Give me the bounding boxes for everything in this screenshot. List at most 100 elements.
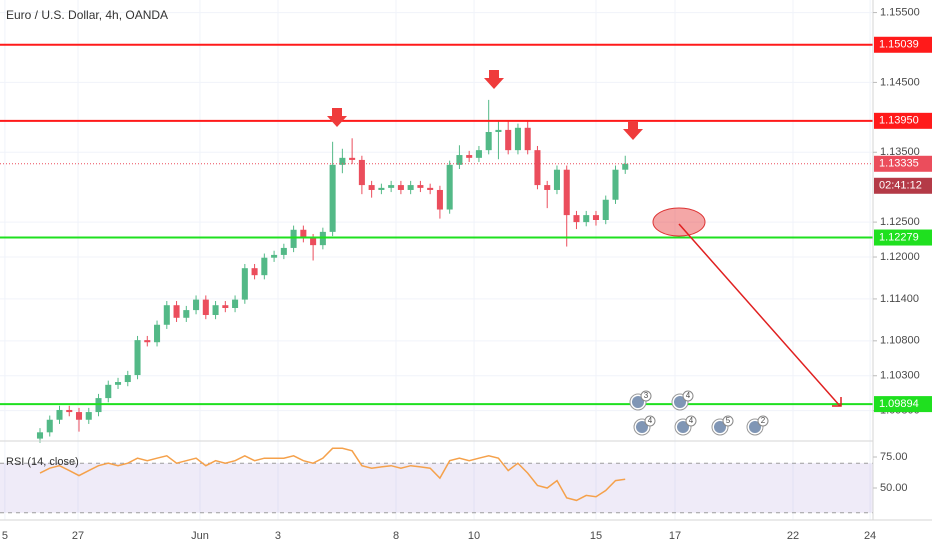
event-flag bbox=[636, 421, 648, 433]
event-badge bbox=[640, 390, 652, 402]
candle-body bbox=[36, 432, 44, 439]
candle-body bbox=[115, 382, 122, 385]
level-label-box bbox=[874, 229, 932, 246]
candle-body bbox=[524, 127, 531, 151]
candle-body bbox=[475, 150, 482, 158]
y-tick-label: 1.12000 bbox=[880, 251, 920, 263]
candle-body bbox=[46, 419, 53, 433]
level-label: 1.15039 bbox=[879, 39, 919, 51]
down-arrow bbox=[484, 70, 504, 89]
event-flag bbox=[677, 421, 689, 433]
candle-body bbox=[271, 254, 278, 258]
event-badge bbox=[685, 415, 697, 427]
candle-body bbox=[563, 169, 570, 216]
candle-body bbox=[602, 199, 609, 220]
candle-body bbox=[105, 384, 112, 399]
candle-body bbox=[124, 375, 131, 383]
target-ellipse bbox=[652, 207, 706, 237]
level-label: 1.09894 bbox=[879, 398, 919, 410]
candle-body bbox=[241, 268, 248, 300]
candle-body bbox=[300, 229, 307, 239]
event-flag bbox=[749, 421, 761, 433]
candle-body bbox=[339, 157, 346, 165]
last-price-box bbox=[874, 155, 932, 172]
event-count: 2 bbox=[761, 416, 766, 425]
candle-body bbox=[154, 324, 161, 343]
candle-body bbox=[417, 185, 424, 188]
x-tick-label: 15 bbox=[590, 530, 602, 542]
candle-body bbox=[261, 257, 268, 276]
event-flag bbox=[714, 421, 726, 433]
event-badge bbox=[644, 415, 656, 427]
rsi-line bbox=[39, 447, 626, 502]
level-label: 1.12279 bbox=[879, 231, 919, 243]
rsi-tick-label: 50.00 bbox=[880, 482, 908, 494]
event-badge bbox=[757, 415, 769, 427]
candle-body bbox=[202, 299, 209, 315]
plot-area: 3 4 4 4 5 2 bbox=[0, 43, 873, 514]
candle-body bbox=[251, 268, 258, 276]
candle-body bbox=[495, 129, 502, 132]
candle-body bbox=[485, 132, 492, 151]
x-tick-label: 24 bbox=[864, 530, 876, 542]
candle-body bbox=[622, 163, 629, 170]
candle-body bbox=[553, 169, 560, 190]
y-tick-label: 1.12500 bbox=[880, 216, 920, 228]
x-tick-label: 27 bbox=[72, 530, 84, 542]
candle-body bbox=[232, 299, 239, 308]
axes: 5 27 Jun 3 8 10 15 17 22 241.155001.145001.135001… bbox=[2, 6, 932, 542]
candle-body bbox=[505, 129, 512, 151]
x-tick-label: 8 bbox=[393, 530, 399, 542]
x-tick-label: 22 bbox=[787, 530, 799, 542]
x-tick-label: 10 bbox=[468, 530, 480, 542]
arrow-head bbox=[832, 397, 842, 407]
trend-arrow bbox=[678, 223, 841, 407]
candle-body bbox=[358, 159, 365, 186]
level-label-box bbox=[874, 36, 932, 53]
candle-body bbox=[592, 215, 600, 220]
x-tick-label: 17 bbox=[669, 530, 681, 542]
candle-body bbox=[612, 169, 619, 200]
x-tick-label: 5 bbox=[2, 530, 8, 542]
event-count: 5 bbox=[726, 416, 731, 425]
candle-body bbox=[534, 150, 541, 186]
chart-title: Euro / U.S. Dollar, 4h, OANDA bbox=[6, 8, 168, 22]
event-count: 4 bbox=[686, 391, 691, 400]
x-tick-label: 3 bbox=[275, 530, 281, 542]
candle-body bbox=[427, 187, 434, 190]
candle-body bbox=[56, 409, 63, 420]
countdown-label: 02:41:12 bbox=[879, 180, 922, 192]
candle-body bbox=[193, 299, 200, 311]
candle-body bbox=[456, 155, 463, 165]
level-label-box bbox=[874, 112, 932, 129]
candle-body bbox=[368, 185, 375, 190]
candle-body bbox=[144, 340, 151, 343]
y-tick-label: 1.15500 bbox=[880, 6, 920, 18]
event-count: 4 bbox=[648, 416, 653, 425]
event-badge bbox=[682, 390, 694, 402]
candle-body bbox=[573, 215, 580, 223]
candle-body bbox=[349, 157, 356, 160]
y-tick-label: 1.10800 bbox=[880, 335, 920, 347]
candle-body bbox=[397, 185, 404, 190]
event-badge bbox=[722, 415, 734, 427]
event-count: 3 bbox=[644, 391, 649, 400]
candle-body bbox=[85, 412, 92, 420]
candle-body bbox=[436, 189, 443, 210]
candle-body bbox=[280, 247, 287, 255]
level-label-box bbox=[874, 396, 932, 413]
y-tick-label: 1.11400 bbox=[880, 293, 919, 305]
candle-body bbox=[407, 185, 414, 190]
down-arrow bbox=[327, 108, 347, 127]
annotations bbox=[327, 70, 842, 407]
rsi-band bbox=[0, 463, 873, 513]
rsi-tick-label: 75.00 bbox=[880, 451, 908, 463]
candle-body bbox=[183, 310, 190, 318]
candle-body bbox=[329, 164, 336, 232]
candle-body bbox=[378, 187, 385, 190]
candle-body bbox=[290, 229, 297, 248]
event-count: 4 bbox=[689, 416, 694, 425]
candle-body bbox=[544, 185, 551, 190]
grid bbox=[0, 0, 873, 520]
